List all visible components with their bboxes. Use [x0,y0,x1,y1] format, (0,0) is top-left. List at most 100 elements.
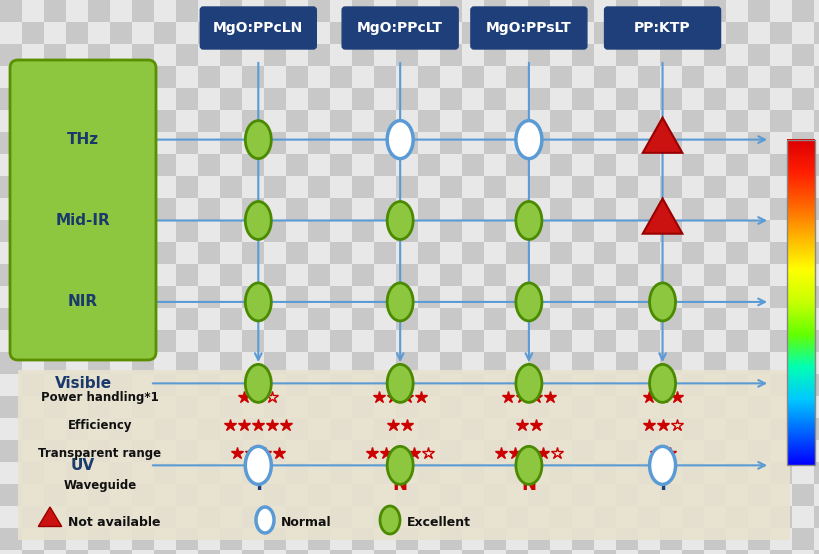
Bar [483,462,505,484]
Bar [197,176,219,198]
Bar [769,242,791,264]
Bar [286,110,308,132]
Bar [132,308,154,330]
Bar [66,44,88,66]
Bar [286,220,308,242]
Bar [44,352,66,374]
Ellipse shape [649,283,675,321]
Bar [769,154,791,176]
Bar [725,66,747,88]
Bar [572,242,593,264]
Bar [373,176,396,198]
Bar [769,220,791,242]
Bar [615,396,637,418]
Bar [461,88,483,110]
Bar [593,396,615,418]
Bar [593,0,615,22]
Bar [286,22,308,44]
Bar [704,44,725,66]
Bar [0,550,22,554]
Bar [264,484,286,506]
Text: Visible: Visible [54,376,111,391]
Bar [154,550,176,554]
Bar [66,110,88,132]
Bar [88,396,110,418]
Bar [373,330,396,352]
Bar [813,88,819,110]
Bar [286,176,308,198]
Bar [197,352,219,374]
Bar [66,352,88,374]
Bar [418,22,440,44]
Bar [132,374,154,396]
Text: Power handling*1: Power handling*1 [41,391,159,403]
Bar [769,528,791,550]
Bar [483,264,505,286]
Bar [219,110,242,132]
Bar [88,352,110,374]
Bar [0,242,22,264]
Bar [88,44,110,66]
Bar [418,88,440,110]
Bar [329,0,351,22]
Bar [659,484,681,506]
Bar [483,110,505,132]
Bar [132,44,154,66]
Bar [286,242,308,264]
Text: Transparent range: Transparent range [38,447,161,459]
Bar [637,528,659,550]
Bar [505,110,527,132]
Bar [176,242,197,264]
Bar [219,528,242,550]
Bar [329,198,351,220]
Bar [44,308,66,330]
Bar [176,176,197,198]
Bar [176,396,197,418]
Bar [527,308,550,330]
Bar [791,44,813,66]
Bar [44,528,66,550]
Bar [572,396,593,418]
Bar [110,154,132,176]
Bar [132,198,154,220]
Bar [219,264,242,286]
Bar [44,66,66,88]
Bar [418,198,440,220]
Bar [813,528,819,550]
Bar [242,66,264,88]
Bar [704,506,725,528]
Bar [813,418,819,440]
Bar [593,242,615,264]
Bar [418,286,440,308]
Bar [18,55,789,380]
Bar [308,286,329,308]
Bar [396,264,418,286]
Bar [329,528,351,550]
Bar [418,0,440,22]
Bar [550,0,572,22]
Bar [527,66,550,88]
Bar [681,264,704,286]
Bar [308,88,329,110]
Bar [593,330,615,352]
Bar [704,550,725,554]
Bar [725,374,747,396]
Bar [704,88,725,110]
Bar [791,88,813,110]
Bar [132,0,154,22]
Bar [550,154,572,176]
Bar [483,286,505,308]
Bar [286,352,308,374]
Bar [440,308,461,330]
Bar [637,308,659,330]
Bar [308,528,329,550]
Bar [483,550,505,554]
Bar [483,132,505,154]
Bar [351,176,373,198]
Bar [88,462,110,484]
Bar [176,132,197,154]
Bar [681,462,704,484]
Bar [593,88,615,110]
Bar [154,418,176,440]
Bar [44,484,66,506]
